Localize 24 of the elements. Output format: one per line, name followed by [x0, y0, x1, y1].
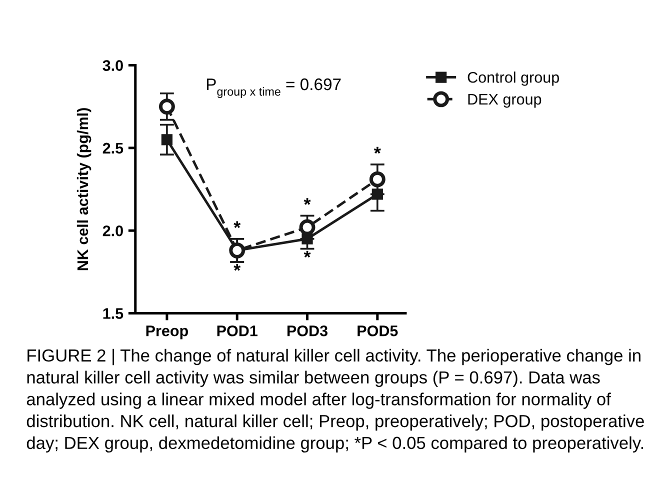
point [158, 98, 175, 115]
annotation: Pgroup x time = 0.697 [206, 78, 341, 98]
y-tick-label: 3.0 [102, 60, 123, 71]
caption: FIGURE 2 | The change of natural killer cell activity. The perioperative change in natural killer cell activity was similar between groups (P = 0.697). Data was analyzed using a linear mixed model after log-transformation for normality of distribution. NK cell, natural killer cell; Preop, preoperatively; POD, postoperative day; DEX group, dexmedetomidine group; *P < 0.05 compared to preoperatively. [26, 348, 644, 453]
annotation: * [304, 198, 311, 205]
point [161, 134, 173, 146]
y-tick-label: 2.0 [102, 225, 123, 236]
x-tick-label: POD5 [358, 325, 398, 336]
y-tick-label: 2.5 [102, 142, 124, 154]
y-axis-title: NK cell activity (pg/ml) [76, 108, 92, 270]
point [299, 219, 316, 236]
x-tick-label: Preop [146, 326, 188, 340]
x-tick-label: POD1 [217, 325, 258, 336]
point [369, 171, 386, 188]
legend-label: Control group [468, 72, 559, 86]
x-tick-label: POD3 [287, 325, 328, 336]
annotation: * [304, 250, 311, 258]
point [302, 233, 313, 244]
annotation: * [234, 221, 241, 228]
annotation: * [374, 146, 381, 154]
annotation: * [234, 264, 241, 271]
y-tick-label: 1.5 [103, 308, 124, 319]
legend-label: DEX group [468, 94, 542, 108]
point [372, 188, 383, 200]
